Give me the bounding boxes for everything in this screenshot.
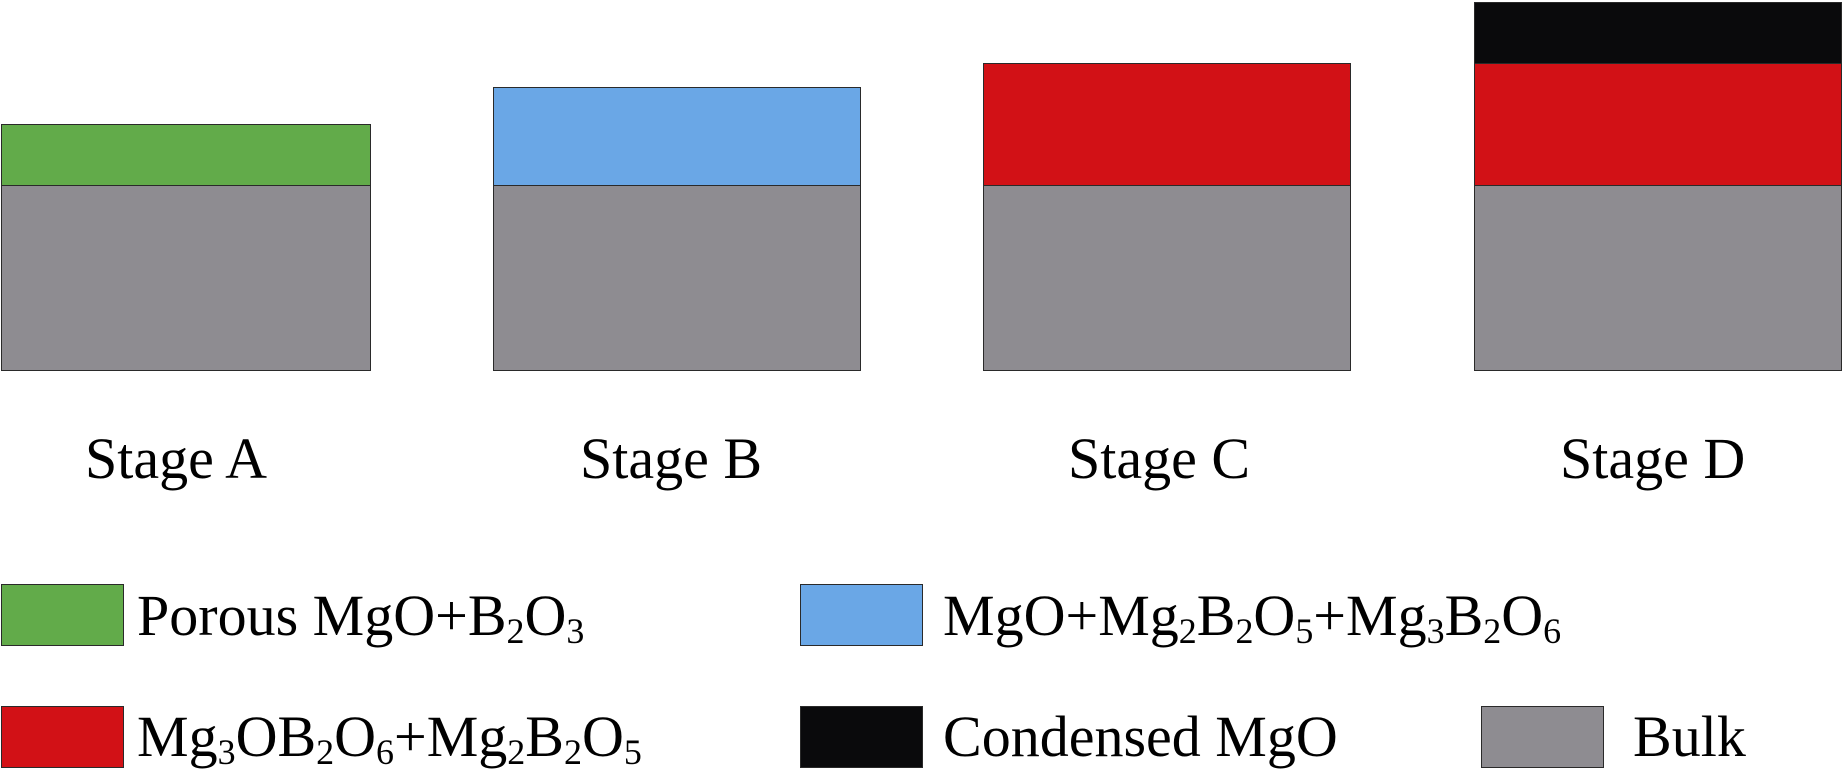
stage-c-label: Stage C: [1068, 426, 1251, 491]
legend-swatch-mg3ob2o6: [1, 706, 124, 768]
stage-c-bulk: [983, 185, 1351, 371]
stage-a-porous-layer: [1, 124, 371, 187]
legend-label-mg3ob2o6: Mg3OB2O6+Mg2B2O5: [137, 704, 642, 772]
stage-d-label: Stage D: [1560, 426, 1746, 491]
stage-a-bulk: [1, 185, 371, 371]
legend-label-mixed-borate: MgO+Mg2B2O5+Mg3B2O6: [943, 583, 1562, 651]
legend-swatch-porous: [1, 584, 124, 646]
legend-label-bulk: Bulk: [1633, 704, 1746, 769]
legend-swatch-mixed-borate: [800, 584, 923, 646]
legend-swatch-bulk: [1481, 706, 1604, 768]
stage-b-borate-layer: [493, 87, 861, 187]
stage-a-label: Stage A: [85, 426, 268, 491]
stage-d-mg3ob2o6-layer: [1474, 63, 1842, 187]
stage-b-bulk: [493, 185, 861, 371]
legend-label-porous: Porous MgO+B2O3: [137, 583, 585, 651]
stage-d-condensed-layer: [1474, 2, 1842, 65]
stage-d-bulk: [1474, 185, 1842, 371]
stage-c-mg3ob2o6-layer: [983, 63, 1351, 187]
legend-swatch-condensed: [800, 706, 923, 768]
stage-b-label: Stage B: [580, 426, 763, 491]
legend-label-condensed: Condensed MgO: [943, 704, 1338, 769]
